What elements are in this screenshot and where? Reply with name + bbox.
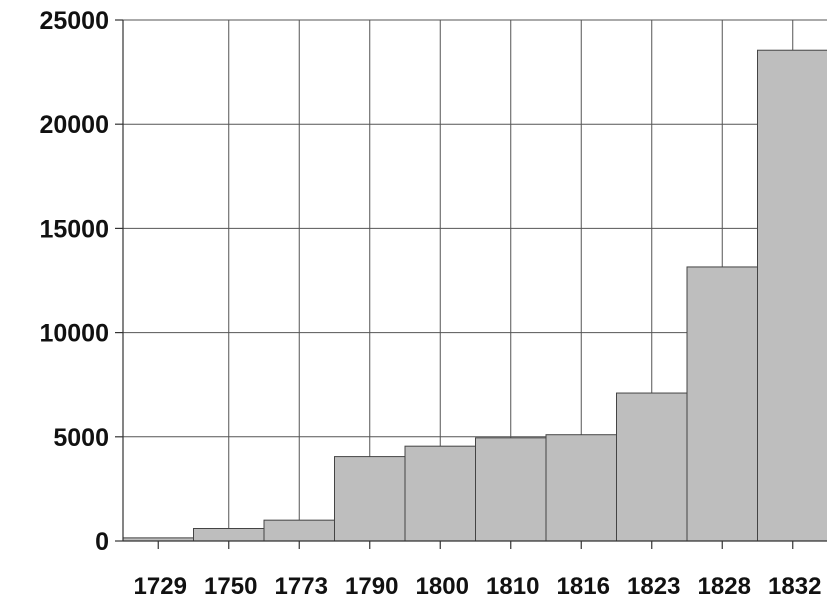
bar-1790 bbox=[334, 456, 406, 542]
bar-1828 bbox=[686, 266, 758, 542]
y-tick-label: 0 bbox=[95, 528, 109, 556]
y-tick-labels: 0 5000 10000 15000 20000 25000 bbox=[39, 7, 109, 556]
x-tick-label: 1823 bbox=[627, 573, 680, 600]
y-tick-label: 20000 bbox=[39, 111, 109, 139]
bars-layer bbox=[122, 49, 827, 542]
y-tick-label: 5000 bbox=[53, 424, 109, 452]
x-tick-label: 1816 bbox=[557, 573, 610, 600]
bar-1750 bbox=[193, 527, 265, 542]
x-tick-label: 1828 bbox=[698, 573, 751, 600]
x-tick-label: 1750 bbox=[204, 573, 257, 600]
x-tick-label: 1810 bbox=[486, 573, 539, 600]
bar-1810 bbox=[475, 437, 547, 542]
x-tick-label: 1832 bbox=[768, 573, 821, 600]
y-tick-label: 25000 bbox=[39, 7, 109, 35]
x-tick-label: 1790 bbox=[345, 573, 398, 600]
bar-1816 bbox=[545, 434, 617, 542]
axis-layer bbox=[115, 19, 827, 549]
y-tick-label: 15000 bbox=[39, 215, 109, 243]
bar-1800 bbox=[404, 445, 476, 542]
bar-1773 bbox=[263, 519, 335, 542]
bar-1832 bbox=[757, 49, 827, 542]
x-tick-labels: 1729 1750 1773 1790 1800 1810 1816 1823 1828 1832 bbox=[134, 573, 822, 600]
y-tick-label: 10000 bbox=[39, 320, 109, 348]
x-tick-label: 1729 bbox=[134, 573, 187, 600]
x-tick-label: 1773 bbox=[275, 573, 328, 600]
bar-1823 bbox=[616, 392, 688, 542]
x-tick-label: 1800 bbox=[416, 573, 469, 600]
